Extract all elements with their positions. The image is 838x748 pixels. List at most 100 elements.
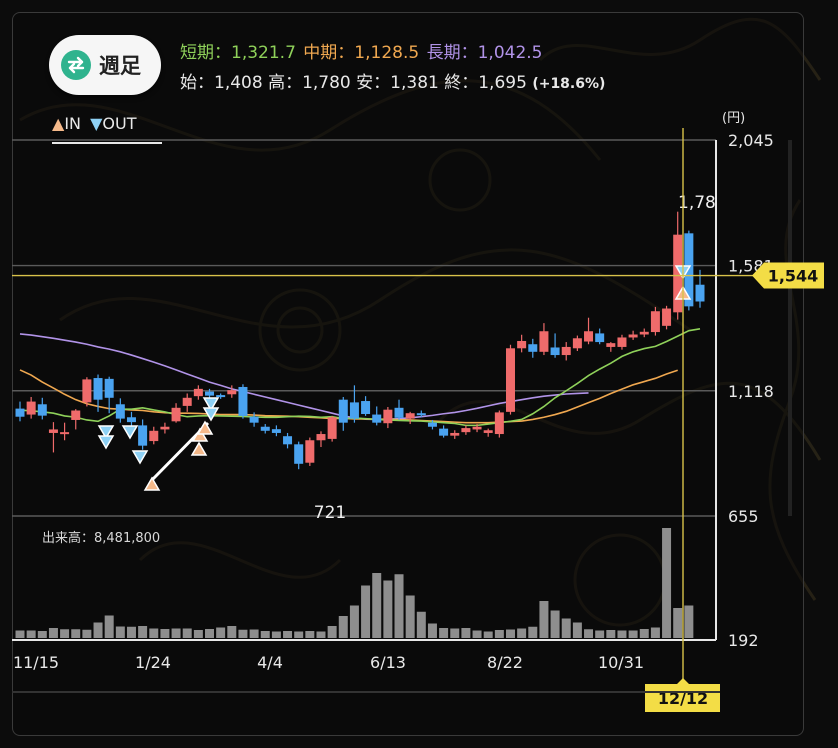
mid-ma-text: 中期：1,128.5 (303, 43, 420, 63)
out-signal-marker (202, 407, 220, 422)
volume-bar (494, 630, 504, 638)
candle-body (662, 308, 672, 326)
volume-bar (561, 618, 571, 638)
candle-body (93, 378, 103, 400)
candle-body (539, 331, 549, 352)
candle-body (461, 428, 471, 433)
candle-body (271, 429, 281, 433)
volume-bar (662, 528, 672, 638)
volume-bar (550, 610, 560, 638)
volume-bar (271, 631, 281, 638)
out-signal-marker (131, 450, 149, 465)
candle-body (15, 408, 25, 417)
cursor-date-tag (645, 678, 720, 712)
volume-bar (316, 631, 326, 638)
volume-bar (349, 605, 359, 638)
candle-body (71, 410, 81, 420)
candle-body (82, 379, 92, 403)
signal-legend[interactable]: ▲IN ▼OUT (52, 114, 162, 144)
candle-body (416, 413, 426, 416)
volume-bar (216, 627, 226, 638)
volume-bar (361, 585, 371, 638)
candle-body (684, 233, 694, 307)
volume-bar (461, 628, 471, 638)
volume-bar (93, 622, 103, 638)
close-value: 1,695 (478, 73, 527, 93)
volume-bar (617, 630, 627, 638)
candle-body (650, 311, 660, 333)
volume-bar (15, 630, 25, 638)
candle-body (561, 346, 571, 356)
candle-body (639, 331, 649, 335)
in-signal-marker (196, 420, 214, 435)
candle-body (405, 413, 415, 419)
moving-average-summary: 短期：1,321.7 中期：1,128.5 長期：1,042.5 (180, 38, 542, 63)
ohlc-summary: 始：1,408 高：1,780 安：1,381 終：1,695 (+18.6%) (180, 73, 606, 93)
volume-bar (338, 616, 348, 638)
candle-body (617, 337, 627, 347)
volume-bar (283, 631, 293, 638)
short-ma-text: 短期：1,321.7 (180, 43, 296, 63)
volume-bar (138, 626, 148, 638)
candle-body (695, 284, 705, 302)
candle-body (673, 234, 683, 313)
candle-body (205, 391, 215, 396)
candle-body (606, 343, 616, 347)
volume-bar (517, 628, 527, 638)
in-label: IN (64, 114, 81, 133)
candle-body (628, 334, 638, 338)
date-tick-label: 4/4 (257, 653, 283, 672)
candle-body (505, 348, 515, 412)
candle-body (249, 416, 259, 423)
period-toggle-button[interactable]: 週足 (49, 35, 161, 95)
date-tick-label: 11/15 (13, 653, 59, 672)
candle-body (427, 422, 437, 427)
volume-bar (227, 626, 237, 638)
volume-bar (60, 629, 70, 638)
date-tick-label: 6/13 (370, 653, 406, 672)
volume-bar (372, 573, 382, 638)
cursor-price-tag (752, 262, 824, 289)
volume-bar (71, 629, 81, 638)
volume-bar (606, 630, 616, 638)
candle-body (584, 331, 594, 342)
in-triangle-icon: ▲ (52, 114, 65, 133)
candle-body (37, 404, 47, 416)
candle-body (572, 338, 582, 349)
volume-bar (249, 629, 259, 638)
volume-bar (639, 629, 649, 638)
candle-body (305, 440, 315, 463)
candle-body (595, 333, 605, 343)
volume-tick-label: 192 (728, 631, 759, 650)
candle-body (149, 430, 159, 442)
candle-body (182, 397, 192, 406)
volume-bar (115, 626, 125, 638)
cursor-price-label: 1,544 (768, 267, 819, 286)
out-triangle-icon: ▼ (90, 114, 103, 133)
candle-body (316, 434, 326, 441)
volume-bar (37, 631, 47, 638)
volume-bar (82, 629, 92, 638)
out-signal-marker (121, 425, 139, 440)
period-label: 週足 (99, 54, 141, 78)
in-signal-marker (191, 427, 209, 442)
volume-bar (427, 623, 437, 638)
volume-bar (684, 605, 694, 638)
long-ma-line (19, 333, 589, 421)
candle-body (361, 401, 371, 415)
volume-bar (104, 615, 114, 638)
price-tick-label: 1,118 (728, 382, 774, 401)
out-signal-marker (202, 397, 220, 412)
candle-body (494, 412, 504, 435)
candle-body (160, 426, 170, 430)
candle-body (138, 425, 148, 446)
change-percent: (+18.6%) (532, 76, 606, 92)
candle-body (483, 430, 493, 433)
candle-body (260, 426, 270, 431)
candle-body (439, 428, 449, 436)
volume-bar (48, 628, 58, 638)
date-tick-label: 10/31 (598, 653, 644, 672)
candle-body (115, 404, 125, 419)
candle-body (294, 444, 304, 464)
